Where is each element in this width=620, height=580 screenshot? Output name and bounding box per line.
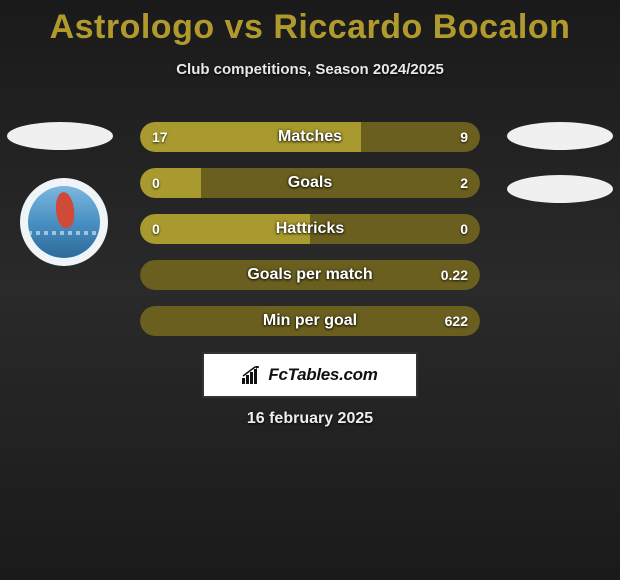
- source-badge: FcTables.com: [202, 352, 418, 398]
- player-right-badge-2: [507, 175, 613, 203]
- date-label: 16 february 2025: [0, 410, 620, 428]
- page-title: Astrologo vs Riccardo Bocalon: [0, 0, 620, 47]
- bar-right-segment: [140, 306, 480, 336]
- subtitle: Club competitions, Season 2024/2025: [0, 61, 620, 78]
- stat-row: Goals per match0.22: [140, 260, 480, 290]
- source-label: FcTables.com: [268, 365, 377, 385]
- chart-icon: [242, 366, 264, 384]
- bar-right-segment: [140, 260, 480, 290]
- stat-row: Matches179: [140, 122, 480, 152]
- bar-left-segment: [140, 214, 310, 244]
- stat-row: Min per goal622: [140, 306, 480, 336]
- bar-right-segment: [201, 168, 480, 198]
- stat-row: Hattricks00: [140, 214, 480, 244]
- comparison-bars: Matches179 Goals02 Hattricks00 Goals per ma…: [140, 122, 480, 352]
- player-left-badge: [7, 122, 113, 150]
- bar-left-segment: [140, 168, 201, 198]
- player-right-badge-1: [507, 122, 613, 150]
- stat-row: Goals02: [140, 168, 480, 198]
- club-logo: [20, 178, 108, 266]
- bar-right-segment: [361, 122, 480, 152]
- bar-left-segment: [140, 122, 361, 152]
- bar-right-segment: [310, 214, 480, 244]
